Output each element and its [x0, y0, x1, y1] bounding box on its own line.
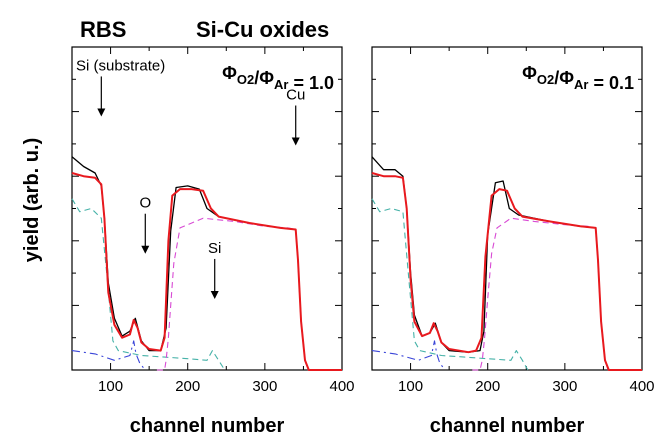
figure-heading-rbs: RBS — [80, 17, 126, 42]
peak-label: Si (substrate) — [76, 57, 165, 74]
series-component-line — [371, 340, 446, 371]
x-tick-label: 200 — [175, 378, 200, 395]
label-arrow-head — [210, 290, 219, 299]
x-tick-label: 400 — [329, 378, 354, 395]
peak-label: Cu — [286, 87, 305, 104]
x-tick-label: 300 — [552, 378, 577, 395]
series-fit-line — [371, 172, 642, 371]
x-tick-label: 200 — [475, 378, 500, 395]
annotation-part: Φ — [222, 63, 237, 83]
flux-ratio-annotation: ΦO2/ΦAr = 0.1 — [522, 63, 634, 93]
annotation-part: O2 — [537, 72, 554, 87]
annotation-part: Φ — [559, 68, 574, 88]
x-axis-label: channel number — [430, 415, 585, 437]
series-component-line — [156, 217, 309, 371]
series-component-line — [371, 198, 529, 371]
peak-label: Si — [208, 240, 221, 257]
label-arrow-head — [97, 108, 106, 117]
series-fit-line — [71, 172, 342, 371]
figure-heading-material: Si-Cu oxides — [196, 17, 329, 42]
series-experimental-line — [371, 156, 642, 371]
y-axis-label: yield (arb. u.) — [21, 138, 43, 262]
series-component-line — [71, 198, 226, 371]
peak-label: O — [139, 195, 151, 212]
x-tick-label: 300 — [252, 378, 277, 395]
annotation-part: / — [554, 68, 559, 88]
annotation-part: Φ — [259, 68, 274, 88]
annotation-part: / — [254, 68, 259, 88]
annotation-part: Φ — [522, 63, 537, 83]
series-component-line — [71, 340, 146, 371]
label-arrow-head — [141, 245, 150, 254]
label-arrow-head — [291, 137, 300, 146]
annotation-part: Ar — [274, 77, 288, 92]
annotation-part: O2 — [237, 72, 254, 87]
annotation-part: = 1.0 — [288, 73, 334, 93]
annotation-part: Ar — [574, 77, 588, 92]
series-component-line — [472, 217, 609, 371]
x-axis-label: channel number — [130, 415, 285, 437]
flux-ratio-annotation: ΦO2/ΦAr = 1.0 — [222, 63, 334, 93]
annotation-part: = 0.1 — [588, 73, 634, 93]
x-tick-label: 100 — [98, 378, 123, 395]
x-tick-label: 100 — [398, 378, 423, 395]
x-tick-label: 400 — [629, 378, 654, 395]
